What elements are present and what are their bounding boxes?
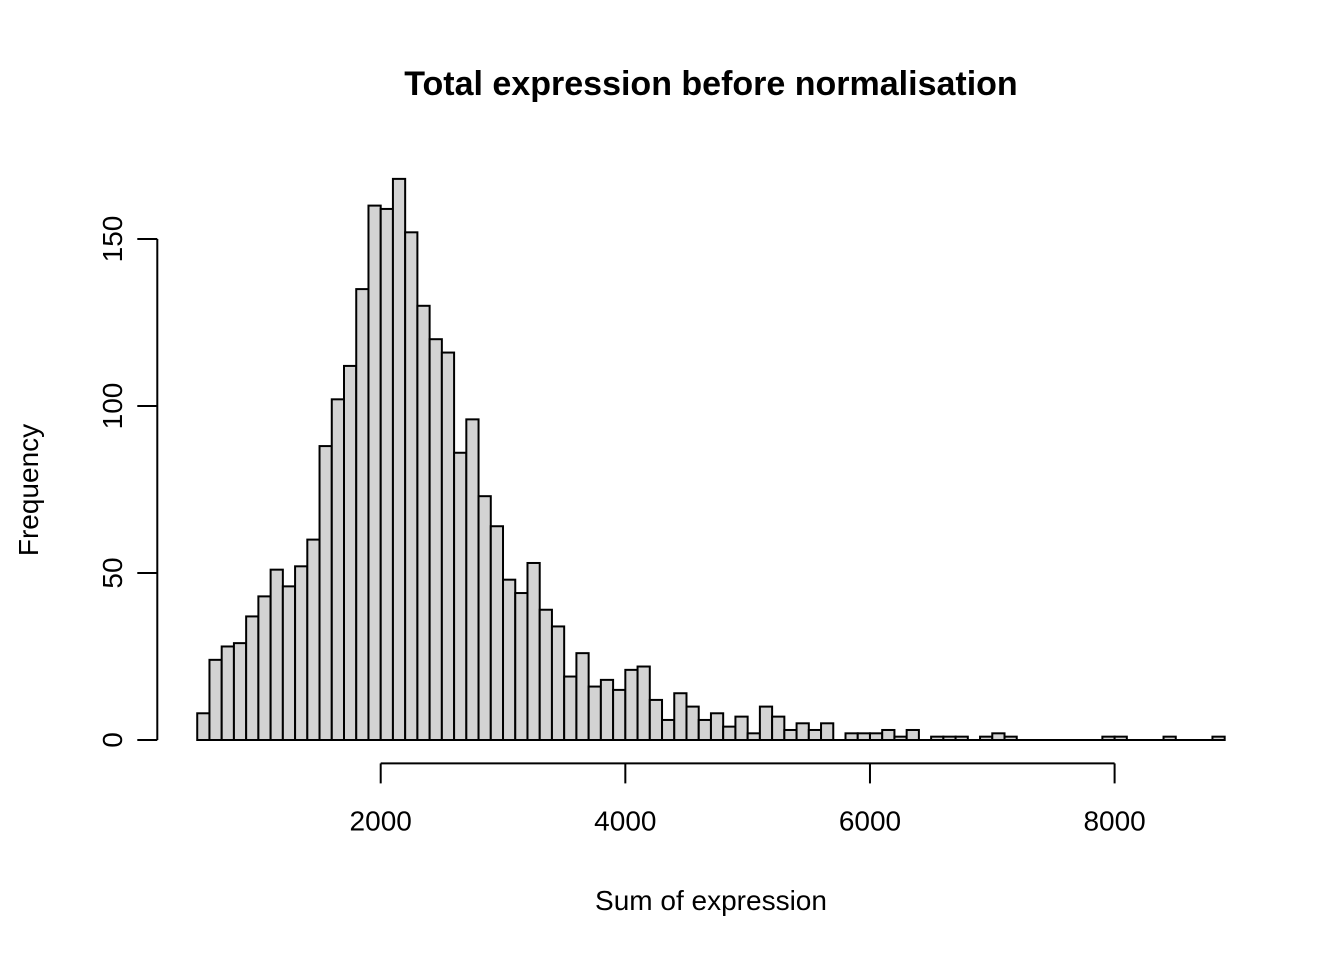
histogram-bar xyxy=(355,288,370,741)
histogram-bar xyxy=(245,615,260,741)
histogram-bar xyxy=(587,685,602,741)
histogram-bar xyxy=(563,675,578,741)
histogram-bar xyxy=(538,608,553,741)
histogram-bar xyxy=(208,658,223,742)
histogram-bar xyxy=(612,688,627,742)
histogram-bar xyxy=(599,678,615,742)
histogram-bar xyxy=(343,364,358,741)
histogram-bar xyxy=(709,712,725,742)
histogram-bar xyxy=(856,732,871,742)
bars xyxy=(196,177,1226,742)
histogram-bar xyxy=(758,705,774,741)
histogram-bar xyxy=(502,578,517,741)
y-tick-label: 100 xyxy=(97,383,128,430)
x-tick-label: 2000 xyxy=(350,805,412,836)
y-axis: 0 50 100 150 xyxy=(97,216,159,748)
histogram-bar xyxy=(416,304,431,741)
histogram-bar xyxy=(905,728,920,741)
histogram-bar xyxy=(232,642,248,742)
histogram-bar xyxy=(257,595,272,741)
histogram-bar xyxy=(294,565,309,741)
histogram-bar xyxy=(477,495,492,741)
histogram-bar xyxy=(453,451,468,741)
histogram-bar xyxy=(648,698,664,741)
histogram-bar xyxy=(526,561,541,741)
histogram-bar xyxy=(636,665,651,742)
histogram-bar xyxy=(269,568,284,741)
histogram-bar xyxy=(624,668,639,741)
histogram-bar xyxy=(783,728,798,741)
histogram-bar xyxy=(281,585,297,741)
y-tick-label: 50 xyxy=(97,557,128,588)
histogram-bar xyxy=(575,652,590,741)
x-tick-label: 8000 xyxy=(1083,805,1145,836)
histogram-bar xyxy=(795,722,810,741)
histogram-bar xyxy=(440,351,456,741)
histogram-bar xyxy=(404,231,419,741)
histogram-bar xyxy=(685,705,700,741)
histogram-bar xyxy=(722,725,737,742)
x-axis: 2000 4000 6000 8000 xyxy=(350,762,1146,836)
histogram-bar xyxy=(550,625,566,741)
histogram-bar xyxy=(844,732,859,742)
x-tick-label: 6000 xyxy=(839,805,901,836)
chart-title: Total expression before normalisation xyxy=(404,65,1017,103)
histogram-bar xyxy=(318,445,333,741)
y-axis-label: Frequency xyxy=(13,424,44,556)
histogram-bar xyxy=(391,177,407,741)
x-axis-label: Sum of expression xyxy=(595,885,827,916)
histogram-bar xyxy=(820,722,835,741)
histogram-bar xyxy=(661,718,676,742)
histogram-bar xyxy=(379,207,394,741)
histogram-bar xyxy=(330,398,345,741)
histogram-bar xyxy=(771,715,786,741)
histogram-bar xyxy=(196,712,211,742)
histogram-bar xyxy=(881,728,896,741)
histogram-bar xyxy=(514,592,529,741)
histogram-bar xyxy=(306,538,321,741)
histogram-bar xyxy=(489,525,505,741)
histogram-bar xyxy=(673,692,688,741)
y-tick-label: 0 xyxy=(97,732,128,748)
histogram-bar xyxy=(367,204,382,742)
histogram-bar xyxy=(220,645,235,741)
histogram-bar xyxy=(428,338,443,741)
x-tick-label: 4000 xyxy=(594,805,656,836)
histogram-bar xyxy=(991,732,1006,742)
histogram-bar xyxy=(746,732,761,742)
histogram-bar xyxy=(734,715,749,741)
histogram-bar xyxy=(868,732,884,742)
histogram-bar xyxy=(807,728,823,741)
histogram-bar xyxy=(465,418,480,741)
y-tick-label: 150 xyxy=(97,216,128,263)
histogram-bar xyxy=(697,718,712,742)
